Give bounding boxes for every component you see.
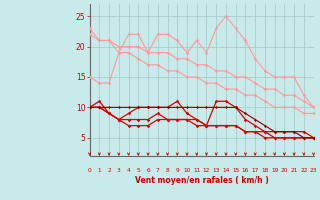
X-axis label: Vent moyen/en rafales ( km/h ): Vent moyen/en rafales ( km/h ) (135, 176, 268, 185)
